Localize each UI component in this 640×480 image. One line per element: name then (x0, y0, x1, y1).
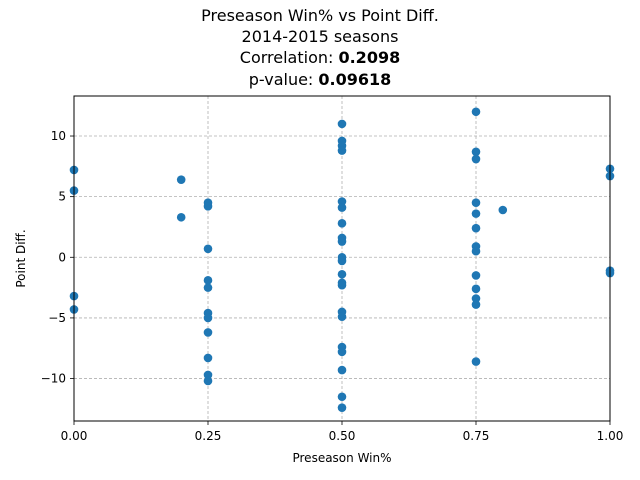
scatter-point (203, 328, 213, 337)
correlation-line: Correlation: 0.2098 (0, 48, 640, 68)
y-axis-label: Point Diff. (14, 229, 28, 287)
scatter-point (471, 300, 481, 309)
y-tick-label: −5 (48, 311, 66, 325)
scatter-point (337, 146, 347, 155)
scatter-point (337, 197, 347, 206)
y-tick-label: 10 (51, 129, 66, 143)
p-value-line: p-value: 0.09618 (0, 70, 640, 90)
scatter-point (337, 365, 347, 375)
scatter-point (337, 403, 347, 412)
scatter-point (203, 313, 213, 323)
y-tick-label: −10 (41, 372, 66, 386)
scatter-point (471, 271, 481, 280)
scatter-point (471, 294, 481, 303)
y-tick-label: 0 (58, 250, 66, 264)
scatter-point (203, 353, 213, 363)
axis-ticks: 0.00 0.25 0.50 0.75 1.00 −10 −5 0 5 10 (41, 129, 624, 443)
scatter-point (337, 392, 347, 402)
scatter-point (176, 175, 186, 184)
scatter-point (471, 147, 481, 157)
y-tick-label: 5 (58, 190, 66, 204)
scatter-point (337, 237, 347, 246)
scatter-point (337, 269, 347, 279)
scatter-point (498, 205, 508, 215)
scatter-point (471, 154, 481, 164)
chart-subtitle: 2014-2015 seasons (241, 27, 399, 46)
x-tick-label: 0.00 (61, 429, 88, 443)
scatter-point (203, 244, 213, 254)
x-tick-label: 0.50 (329, 429, 356, 443)
x-tick-label: 0.25 (195, 429, 222, 443)
scatter-point (337, 219, 347, 228)
scatter-point (203, 276, 213, 285)
chart-title: Preseason Win% vs Point Diff. (201, 6, 439, 25)
scatter-point (471, 209, 481, 218)
scatter-point (337, 312, 347, 322)
p-value-value: 0.09618 (318, 70, 392, 89)
scatter-point (176, 212, 186, 222)
scatter-point (203, 370, 213, 380)
scatter-point (337, 256, 347, 266)
data-points (69, 107, 615, 412)
x-axis-label: Preseason Win% (292, 451, 391, 465)
scatter-point (203, 283, 213, 292)
scatter-point (203, 202, 213, 211)
scatter-point (203, 376, 213, 386)
x-tick-label: 1.00 (597, 429, 624, 443)
scatter-point (337, 280, 347, 290)
p-value-label: p-value: (248, 70, 319, 89)
scatter-point (471, 284, 481, 294)
scatter-point (471, 107, 481, 117)
scatter-point (471, 223, 481, 233)
correlation-value: 0.2098 (338, 48, 401, 67)
x-tick-label: 0.75 (463, 429, 490, 443)
scatter-point (337, 203, 347, 212)
scatter-point (337, 347, 347, 357)
scatter-point (471, 357, 481, 366)
scatter-point (471, 198, 481, 208)
scatter-point (337, 119, 347, 129)
correlation-label: Correlation: (239, 48, 339, 67)
scatter-point (471, 246, 481, 256)
